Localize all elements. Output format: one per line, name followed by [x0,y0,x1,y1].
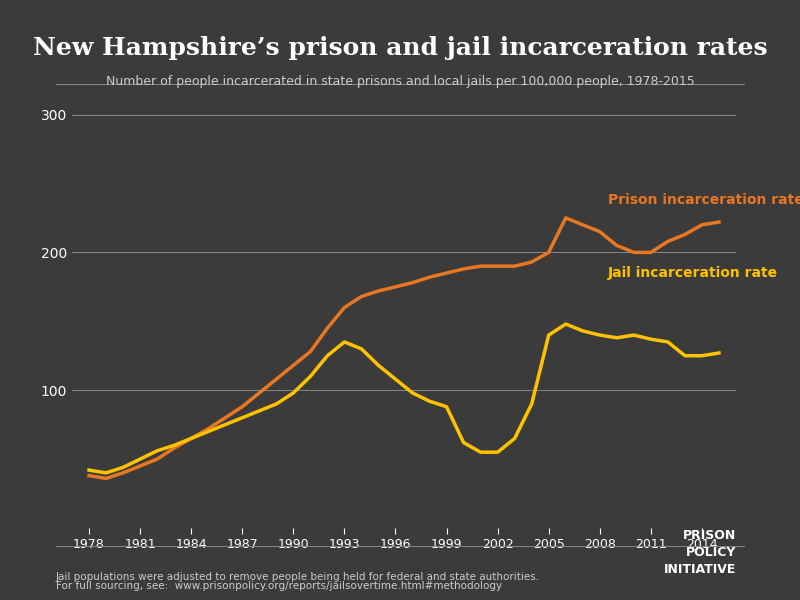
Text: Prison incarceration rate: Prison incarceration rate [608,193,800,207]
Text: Number of people incarcerated in state prisons and local jails per 100,000 peopl: Number of people incarcerated in state p… [106,75,694,88]
Text: For full sourcing, see:  www.prisonpolicy.org/reports/jailsovertime.html#methodo: For full sourcing, see: www.prisonpolicy… [56,581,502,591]
Text: Jail populations were adjusted to remove people being held for federal and state: Jail populations were adjusted to remove… [56,572,540,582]
Text: PRISON
POLICY
INITIATIVE: PRISON POLICY INITIATIVE [664,529,736,576]
Text: Jail incarceration rate: Jail incarceration rate [608,266,778,280]
Text: New Hampshire’s prison and jail incarceration rates: New Hampshire’s prison and jail incarcer… [33,36,767,60]
